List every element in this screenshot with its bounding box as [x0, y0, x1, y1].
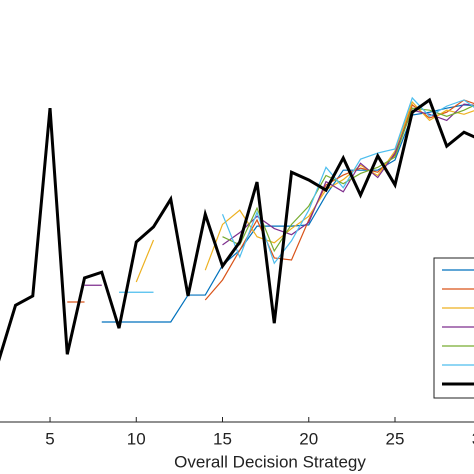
line-series: [135, 100, 474, 283]
x-tick-label: 10: [127, 429, 146, 448]
line-series: [0, 97, 474, 362]
line-series: [222, 104, 474, 253]
line-series: [119, 96, 474, 293]
x-axis-label: Overall Decision Strategy: [174, 452, 366, 471]
legend-box: [433, 257, 474, 399]
x-tick-label: 30: [472, 429, 474, 448]
x-tick-label: 20: [299, 429, 318, 448]
x-tick-label: 15: [213, 429, 232, 448]
x-tick-label: 25: [386, 429, 405, 448]
line-series: [67, 99, 474, 303]
legend: [433, 257, 474, 399]
x-tick-label: 5: [45, 429, 54, 448]
line-series: [101, 104, 474, 323]
